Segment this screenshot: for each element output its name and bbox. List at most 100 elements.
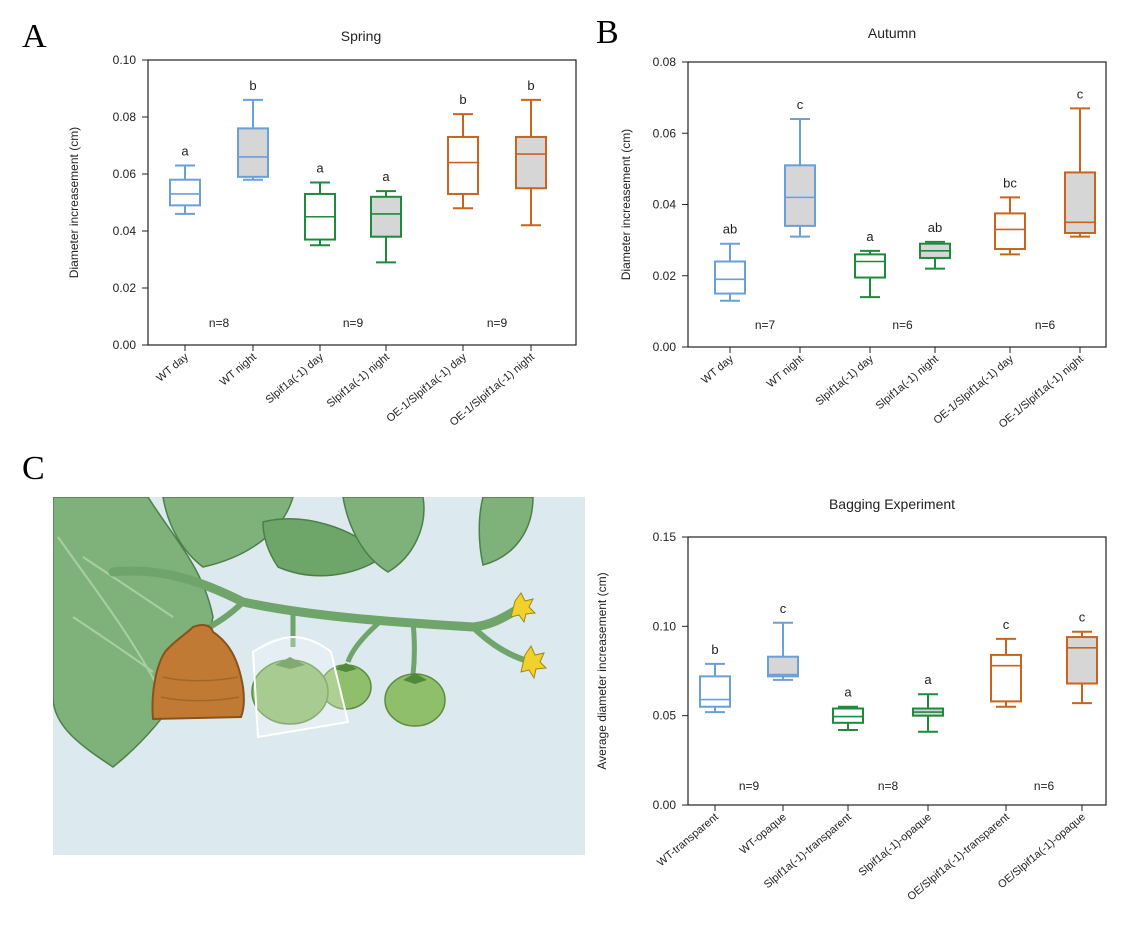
significance-letter: a [181, 143, 189, 158]
y-tick-label: 0.10 [113, 53, 137, 67]
significance-letter: b [527, 78, 534, 93]
x-category-label: Slpif1a(-1)-opaque [856, 811, 934, 879]
plot-frame [687, 536, 1107, 806]
significance-letter: a [866, 229, 874, 244]
iqr-box [169, 178, 201, 207]
y-tick-label: 0.05 [653, 709, 677, 723]
sample-size-label: n=8 [878, 779, 899, 793]
significance-letter: c [1077, 86, 1084, 101]
autumn-chart: Autumn Diameter increasement (cm) 0.00 0.02… [619, 25, 1107, 431]
box-1: a [169, 143, 201, 215]
box-3: a [304, 161, 336, 247]
chart-title: Autumn [868, 25, 916, 41]
box-2: c [767, 601, 799, 681]
significance-letter: a [382, 169, 390, 184]
transparent-bag [251, 635, 350, 739]
sample-size-label: n=6 [892, 318, 913, 332]
significance-letter: b [249, 78, 256, 93]
leaf-far-right [478, 497, 534, 566]
sample-size-label: n=8 [209, 316, 230, 330]
significance-letter: c [797, 97, 804, 112]
panel-letter-b: B [596, 14, 619, 51]
box-4: ab [919, 220, 951, 270]
main-stem [108, 566, 523, 632]
y-axis-label: Average diameter increasement (cm) [595, 572, 609, 769]
leaf-top-center [262, 518, 385, 577]
box-4: a [370, 169, 402, 264]
iqr-box [767, 655, 799, 678]
y-tick-label: 0.06 [113, 167, 137, 181]
panel-letter-a: A [22, 18, 47, 55]
y-axis-label: Diameter increasement (cm) [619, 129, 633, 280]
fruit-stem-2 [345, 617, 385, 663]
x-category-label: WT night [218, 351, 259, 388]
box-3: a [854, 229, 886, 299]
y-tick-label: 0.04 [113, 224, 137, 238]
box-6: c [1064, 86, 1096, 238]
y-tick-label: 0.04 [653, 198, 677, 212]
spring-chart: Spring Diameter increasement (cm) 0.00 0.02… [67, 28, 577, 429]
significance-letter: a [924, 672, 932, 687]
box-6: b [515, 78, 547, 227]
x-category-label: Slpif1a(-1) day [813, 353, 876, 408]
box-6: c [1066, 610, 1098, 705]
iqr-box [699, 675, 731, 708]
y-tick-label: 0.06 [653, 126, 677, 140]
iqr-box [784, 164, 816, 227]
x-category-label: OE/Slpif1a(-1)-opaque [996, 811, 1088, 891]
y-tick-label: 0.08 [653, 55, 677, 69]
x-category-label: WT day [699, 353, 736, 387]
significance-letter: c [1079, 610, 1086, 625]
y-tick-label: 0.00 [113, 338, 137, 352]
x-category-label: WT night [765, 353, 806, 390]
box-1: b [699, 642, 731, 714]
iqr-box [1066, 636, 1098, 685]
significance-letter: b [711, 642, 718, 657]
sample-size-label: n=9 [739, 779, 760, 793]
significance-letter: c [1003, 617, 1010, 632]
tomato-calyxes [275, 657, 427, 684]
y-tick-label: 0.02 [113, 281, 137, 295]
y-axis-label: Diameter increasement (cm) [67, 127, 81, 278]
chart-title: Spring [341, 28, 381, 44]
y-tick-label: 0.08 [113, 110, 137, 124]
iqr-box [1064, 171, 1096, 234]
iqr-box [994, 212, 1026, 251]
significance-letter: ab [928, 220, 942, 235]
significance-letter: c [780, 601, 787, 616]
x-category-label: Slpif1a(-1) night [874, 353, 941, 412]
tomato-bagging-illustration [53, 497, 585, 855]
panel-letter-c: C [22, 450, 45, 487]
sample-size-label: n=7 [755, 318, 776, 332]
iqr-box [854, 253, 886, 279]
sample-size-label: n=6 [1035, 318, 1056, 332]
y-tick-label: 0.00 [653, 798, 677, 812]
significance-letter: bc [1003, 175, 1017, 190]
box-2: b [237, 78, 269, 181]
bagging-chart: Bagging Experiment Average diameter incre… [595, 496, 1107, 903]
iqr-box [832, 707, 864, 724]
y-tick-label: 0.00 [653, 340, 677, 354]
iqr-box [515, 135, 547, 190]
iqr-box [990, 653, 1022, 703]
iqr-box [237, 127, 269, 178]
iqr-box [447, 135, 479, 195]
box-4: a [912, 672, 944, 733]
significance-letter: b [459, 92, 466, 107]
opaque-paper-bag [151, 623, 245, 721]
significance-letter: ab [723, 222, 737, 237]
bag-texture [160, 676, 240, 702]
sample-size-label: n=9 [487, 316, 508, 330]
box-1: ab [714, 222, 746, 302]
plot-frame [687, 61, 1107, 348]
iqr-box [714, 260, 746, 295]
sample-size-label: n=9 [343, 316, 364, 330]
y-tick-label: 0.02 [653, 269, 677, 283]
significance-letter: a [316, 161, 324, 176]
y-tick-label: 0.10 [653, 619, 677, 633]
x-category-label: WT-opaque [738, 811, 789, 857]
y-tick-label: 0.15 [653, 530, 677, 544]
fruit-stem-3 [410, 621, 417, 676]
box-5: b [447, 92, 479, 210]
